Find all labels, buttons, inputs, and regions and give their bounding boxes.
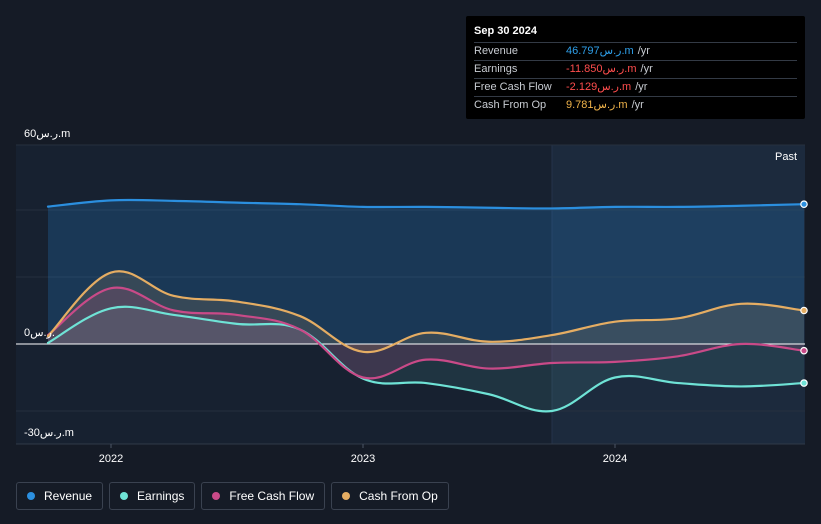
end-marker-revenue (800, 200, 808, 208)
tooltip-label: Earnings (474, 63, 518, 75)
tooltip-label: Revenue (474, 45, 519, 57)
past-highlight-region (552, 145, 805, 444)
data-tooltip: Sep 30 2024 Revenue 46.797ر.س.m /yr Earn… (466, 16, 805, 119)
tooltip-row-earnings: Earnings -11.850ر.س.m /yr (474, 61, 797, 79)
legend-dot-icon (27, 492, 35, 500)
legend-item-cash-from-op[interactable]: Cash From Op (331, 482, 449, 510)
series-line-free-cash-flow (46, 286, 805, 380)
tooltip-value: -11.850ر.س.m (566, 63, 637, 75)
legend-item-earnings[interactable]: Earnings (109, 482, 196, 510)
tooltip-value: -2.129ر.س.m (566, 81, 632, 93)
area-free-cash-flow (48, 287, 804, 379)
end-marker-cash-from-op (800, 306, 808, 315)
chart-legend: Revenue Earnings Free Cash Flow Cash Fro… (16, 482, 449, 512)
tooltip-value: 9.781ر.س.m (566, 99, 628, 111)
y-tick-label: 0ر.س. (24, 327, 55, 339)
tooltip-unit: /yr (637, 45, 650, 57)
legend-dot-icon (120, 492, 129, 500)
y-tick-label: 60ر.س.m (24, 128, 70, 140)
past-label: Past (775, 151, 797, 163)
tooltip-row-free-cash-flow: Free Cash Flow -2.129ر.س.m /yr (474, 79, 797, 97)
legend-label: Cash From Op (359, 489, 438, 503)
legend-label: Free Cash Flow (229, 489, 315, 503)
legend-label: Revenue (44, 489, 93, 503)
y-axis-labels: 60ر.س.m 0ر.س. -30ر.س.m (24, 128, 74, 439)
series-line-earnings (46, 305, 805, 413)
tooltip-unit: /yr (640, 63, 653, 75)
x-axis-labels: 2022 2023 2024 (99, 444, 627, 465)
end-marker-free-cash-flow (800, 346, 808, 355)
tooltip-label: Free Cash Flow (474, 81, 552, 93)
area-revenue (48, 199, 804, 344)
tooltip-date: Sep 30 2024 (474, 24, 797, 43)
x-tick-label: 2023 (351, 453, 375, 465)
area-cash-from-op (48, 271, 804, 353)
y-tick-label: -30ر.س.m (24, 427, 74, 439)
legend-dot-icon (212, 492, 221, 500)
end-marker-earnings (800, 379, 808, 387)
series-line-revenue (46, 198, 805, 210)
series-lines (46, 198, 805, 413)
legend-item-free-cash-flow[interactable]: Free Cash Flow (201, 482, 326, 510)
legend-label: Earnings (137, 489, 185, 503)
grid-lines (16, 144, 805, 445)
x-tick-label: 2022 (99, 453, 123, 465)
tooltip-value: 46.797ر.س.m (566, 45, 634, 57)
legend-item-revenue[interactable]: Revenue (16, 482, 104, 510)
tooltip-label: Cash From Op (474, 99, 547, 111)
tooltip-row-revenue: Revenue 46.797ر.س.m /yr (474, 43, 797, 61)
series-line-cash-from-op (46, 270, 805, 354)
tooltip-unit: /yr (635, 81, 648, 93)
legend-dot-icon (342, 492, 351, 500)
x-tick-label: 2024 (603, 453, 627, 465)
tooltip-unit: /yr (631, 99, 644, 111)
series-end-markers (800, 200, 808, 387)
tooltip-row-cash-from-op: Cash From Op 9.781ر.س.m /yr (474, 97, 797, 114)
